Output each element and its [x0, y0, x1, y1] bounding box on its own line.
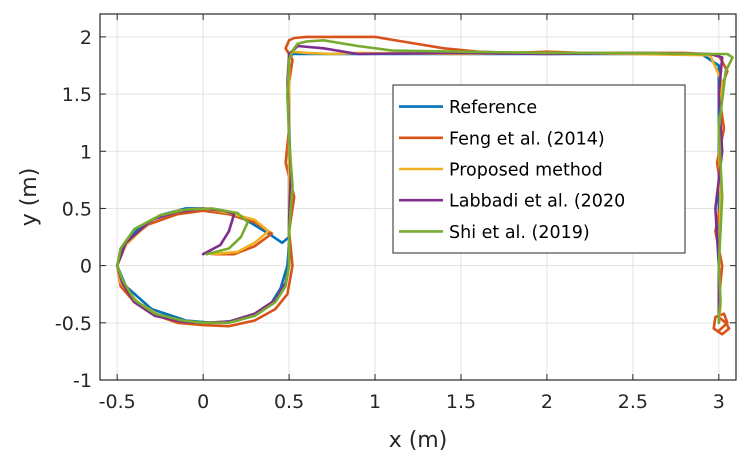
- legend-label-4: Shi et al. (2019): [449, 223, 590, 243]
- x-tick-label-2: 0.5: [274, 391, 304, 413]
- legend-label-3: Labbadi et al. (2020: [449, 192, 625, 212]
- y-tick-label-6: 2: [80, 27, 92, 49]
- x-tick-label-3: 1: [369, 391, 381, 413]
- x-tick-label-7: 3: [713, 391, 725, 413]
- x-tick-label-5: 2: [541, 391, 553, 413]
- x-tick-labels: -0.5 0 0.5 1 1.5 2 2.5 3: [99, 391, 725, 413]
- y-tick-label-1: -0.5: [55, 313, 92, 335]
- y-tick-label-2: 0: [80, 256, 92, 278]
- x-tick-label-4: 1.5: [446, 391, 476, 413]
- x-tick-label-0: -0.5: [99, 391, 136, 413]
- x-axis-label: x (m): [389, 428, 448, 453]
- y-tick-label-5: 1.5: [62, 84, 92, 106]
- x-tick-label-6: 2.5: [618, 391, 648, 413]
- y-tick-labels: -1 -0.5 0 0.5 1 1.5 2: [55, 27, 92, 392]
- series-line-4: [115, 38, 734, 325]
- y-tick-label-0: -1: [73, 370, 92, 392]
- legend-label-1: Feng et al. (2014): [449, 129, 605, 149]
- legend-label-2: Proposed method: [449, 161, 603, 181]
- tick-marks: [100, 14, 736, 381]
- axis-box: [99, 13, 737, 381]
- series-layer: [115, 35, 734, 336]
- legend: Reference Feng et al. (2014) Proposed meth…: [392, 84, 686, 254]
- x-tick-label-1: 0: [197, 391, 209, 413]
- y-tick-label-3: 0.5: [62, 198, 92, 220]
- y-axis-label: y (m): [17, 168, 42, 227]
- legend-label-0: Reference: [449, 98, 537, 118]
- y-tick-label-4: 1: [80, 141, 92, 163]
